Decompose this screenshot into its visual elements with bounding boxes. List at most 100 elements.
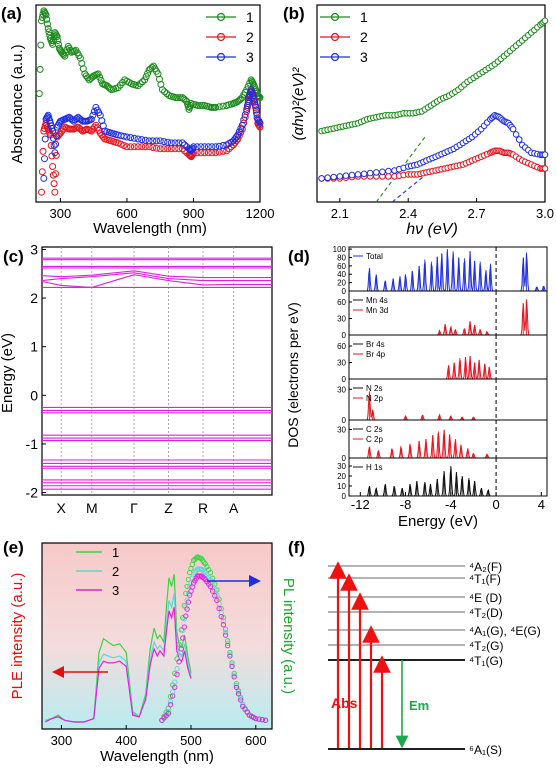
panel-f: (f) ⁴A₂(F)⁴T₁(F) ⁴E (D)⁴T₂(D) ⁴A₁(G), ⁴E(G…: [288, 538, 541, 757]
level-label: ⁶A₁(S): [469, 743, 502, 757]
x-tick-label: A: [229, 500, 239, 516]
bands-group: [41, 247, 272, 495]
legend-marker: [330, 32, 340, 42]
x-tick-label: 400: [115, 733, 137, 748]
data-point: [149, 137, 157, 145]
data-point: [123, 133, 131, 141]
data-point: [385, 167, 392, 175]
panel-label-a: (a): [1, 4, 22, 23]
band: [41, 274, 272, 288]
data-point: [253, 715, 259, 722]
legend-label: 2: [112, 564, 119, 579]
data-point: [49, 37, 57, 44]
data-point: [181, 141, 189, 149]
data-point: [38, 168, 46, 176]
data-point: [167, 139, 175, 147]
legend-label: 1: [246, 9, 254, 25]
data-point: [43, 15, 51, 23]
data-point: [123, 143, 131, 151]
x-tick-label: M: [86, 500, 98, 516]
data-point: [222, 632, 229, 638]
data-point: [235, 691, 242, 697]
data-point: [348, 171, 356, 179]
data-point: [215, 103, 223, 111]
data-point: [181, 96, 189, 104]
data-point: [134, 135, 142, 143]
legend-label: 3: [246, 49, 254, 65]
series-group: [35, 7, 264, 196]
legend-label: Mn 4s: [366, 296, 388, 305]
data-point: [212, 143, 220, 151]
y-tick-label: 20: [337, 472, 346, 481]
data-point: [185, 599, 192, 605]
data-point: [170, 693, 176, 699]
data-point: [181, 616, 187, 622]
data-point: [193, 555, 199, 561]
data-point: [176, 659, 182, 665]
data-point: [212, 103, 220, 111]
data-point: [44, 20, 51, 28]
dos-curve: [349, 467, 547, 497]
legend-label: H 1s: [366, 463, 382, 472]
band: [41, 272, 272, 282]
data-point: [139, 78, 146, 86]
data-point: [515, 136, 523, 143]
x-axis-label: Energy (eV): [398, 513, 478, 530]
data-point: [201, 575, 207, 581]
data-point: [184, 583, 190, 590]
data-point: [204, 143, 212, 151]
data-point: [244, 98, 252, 105]
data-point: [42, 11, 50, 19]
data-point: [165, 708, 171, 715]
data-point: [178, 646, 184, 652]
data-point: [216, 605, 222, 612]
legend: 1 2 3: [320, 9, 368, 65]
y-tick-label: 10: [337, 482, 346, 491]
x-tick-label: -4: [445, 497, 457, 512]
x-tick-label: 2.1: [331, 206, 349, 221]
data-point: [318, 175, 325, 182]
legend-label: 1: [360, 9, 368, 25]
level-label: ⁴A₂(F): [469, 560, 502, 574]
data-point: [184, 606, 190, 612]
data-point: [231, 672, 237, 678]
data-point: [60, 51, 68, 59]
data-point: [73, 115, 81, 123]
legend-label: 3: [112, 583, 119, 598]
data-point: [127, 134, 135, 142]
data-point: [238, 697, 244, 703]
data-point: [366, 169, 374, 177]
panel-label-c: (c): [3, 247, 24, 266]
data-point: [229, 663, 235, 670]
data-point: [541, 151, 549, 158]
data-point: [209, 588, 216, 594]
data-point: [35, 90, 43, 98]
data-point: [176, 652, 182, 659]
data-point: [142, 73, 150, 81]
data-point: [252, 103, 260, 111]
data-point: [50, 142, 58, 149]
panel-label-b: (b): [283, 4, 305, 23]
data-point: [256, 123, 264, 131]
data-point: [233, 682, 240, 689]
y-tick-label: 60: [337, 298, 346, 307]
x-tick-label: 3.0: [536, 206, 554, 221]
data-point: [225, 145, 233, 153]
y-tick-label: 30: [337, 462, 346, 471]
data-point: [138, 143, 146, 151]
data-point: [165, 710, 171, 717]
y-tick-label: 100: [333, 245, 347, 254]
data-point: [231, 670, 237, 677]
data-point: [167, 702, 174, 708]
data-point: [161, 88, 169, 96]
legend-marker: [216, 32, 226, 42]
y-tick-label: 60: [337, 342, 346, 351]
fit-line: [391, 170, 432, 203]
data-point: [232, 133, 240, 141]
data-point: [51, 149, 59, 157]
x-tick-label: Z: [164, 500, 173, 516]
legend-marker: [330, 52, 340, 62]
ticks: -2 -1 0 1 2 3 X M Γ Z R A: [26, 241, 239, 516]
